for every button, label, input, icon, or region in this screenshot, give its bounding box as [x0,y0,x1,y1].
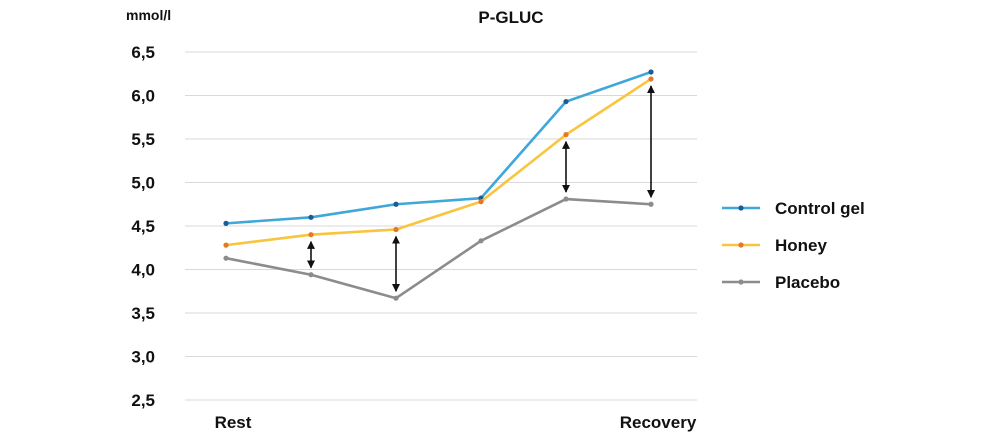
series-placebo [223,196,654,301]
data-point [393,226,399,233]
legend-item: Placebo [722,273,840,292]
y-tick-label: 6,5 [131,43,155,62]
data-point [308,232,314,238]
y-axis-label: mmol/l [126,7,171,23]
x-label-end: Recovery [620,413,697,432]
legend-marker [738,279,744,285]
data-point [223,220,229,226]
y-tick-label: 5,0 [131,174,155,193]
legend-label: Honey [775,236,828,255]
data-point [223,255,229,261]
x-axis: Rest Recovery [215,413,697,432]
legend-marker [738,205,744,211]
legend-item: Control gel [722,199,865,218]
series-honey [223,76,654,248]
legend: Control gel Honey Placebo [722,199,865,292]
data-point [648,76,654,82]
legend-label: Placebo [775,273,840,292]
y-tick-label: 3,5 [131,304,155,323]
y-tick-label: 4,5 [131,217,155,236]
gridlines [185,51,697,401]
data-point [223,242,229,248]
data-point [563,98,569,105]
data-point [648,201,654,207]
data-point [563,196,569,202]
y-tick-label: 6,0 [131,87,155,106]
y-tick-label: 2,5 [131,391,155,410]
y-tick-label: 4,0 [131,261,155,280]
series-line [225,70,652,225]
data-point [308,272,314,278]
x-label-start: Rest [215,413,252,432]
series-lines [223,69,654,301]
data-point [563,132,569,138]
y-axis: 2,5 3,0 3,5 4,0 4,5 5,0 5,5 6,0 6,5 [131,43,155,410]
data-point [308,214,314,220]
data-point [478,238,484,244]
series-line [225,77,652,247]
difference-arrows [307,85,655,293]
y-tick-label: 5,5 [131,130,155,149]
data-point [393,201,399,207]
y-tick-label: 3,0 [131,348,155,367]
chart-title: P-GLUC [478,8,543,27]
legend-marker [738,242,744,248]
series-line [225,197,652,300]
legend-item: Honey [722,236,828,255]
data-point [648,69,654,75]
series-control-gel [223,69,654,226]
data-point [478,199,484,205]
data-point [393,295,399,301]
legend-label: Control gel [775,199,865,218]
